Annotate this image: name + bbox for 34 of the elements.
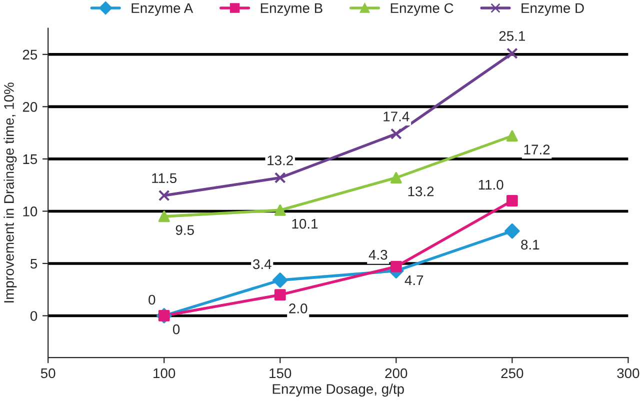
data-label: 17.2 <box>524 144 550 154</box>
legend-label: Enzyme D <box>522 3 584 16</box>
data-label: 2.0 <box>289 304 308 314</box>
data-label: 13.2 <box>408 186 434 196</box>
data-label: 11.5 <box>152 173 177 184</box>
data-label: 11.0 <box>478 180 504 190</box>
x-tick-label: 300 <box>617 368 640 378</box>
x-tick-label: 200 <box>385 368 408 378</box>
legend-label: Enzyme C <box>390 3 454 16</box>
x-axis-title: Enzyme Dosage, g/tp <box>272 384 404 397</box>
data-label: 3.4 <box>253 259 272 270</box>
y-tick-label: 10 <box>23 206 38 216</box>
legend-label: Enzyme A <box>132 3 194 16</box>
y-tick-label: 25 <box>22 50 38 60</box>
y-tick-label: 15 <box>23 154 38 164</box>
data-label: 17.4 <box>384 112 410 122</box>
x-tick-label: 50 <box>40 368 56 378</box>
data-label: 0 <box>148 294 156 305</box>
data-label: 4.3 <box>368 250 388 260</box>
y-tick-label: 0 <box>30 311 38 321</box>
x-tick-label: 150 <box>270 368 292 378</box>
data-label: 4.7 <box>404 275 424 285</box>
data-label: 9.5 <box>176 225 194 235</box>
y-tick-label: 20 <box>22 102 38 112</box>
data-label: 10.1 <box>292 218 318 229</box>
y-tick-label: 5 <box>30 258 38 269</box>
x-tick-label: 100 <box>154 368 176 378</box>
data-label: 25.1 <box>499 31 525 41</box>
legend-label: Enzyme B <box>260 3 322 16</box>
data-label: 13.2 <box>268 155 293 166</box>
y-axis-title: Improvement in Drainage time, 10% <box>4 82 17 302</box>
data-label: 0 <box>172 324 180 334</box>
x-tick-label: 250 <box>501 368 524 378</box>
data-label: 8.1 <box>521 240 540 250</box>
